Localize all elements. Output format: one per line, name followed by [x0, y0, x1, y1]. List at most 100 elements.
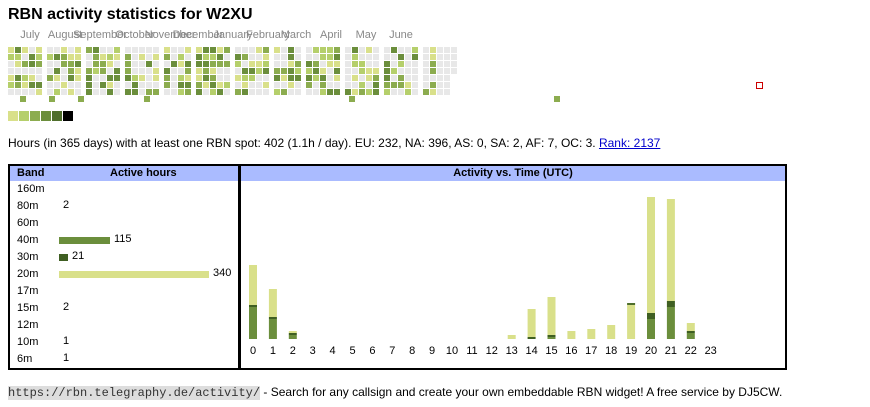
band-hours-value: 2 [63, 301, 70, 313]
band-hours-bar [59, 254, 68, 261]
legend-swatch [41, 111, 51, 121]
day-cell [164, 82, 170, 88]
day-cell [235, 47, 241, 53]
day-cell [178, 54, 184, 60]
day-cell [68, 61, 74, 67]
day-cell [86, 75, 92, 81]
hour-bar-segment [607, 325, 616, 339]
day-cell [75, 75, 81, 81]
band-name: 12m [17, 319, 39, 331]
day-cell [107, 75, 113, 81]
day-cell [54, 54, 60, 60]
day-cell [164, 68, 170, 74]
day-cell [125, 61, 131, 67]
day-cell [554, 96, 560, 102]
summary-text: Hours (in 365 days) with at least one RB… [8, 136, 596, 150]
day-cell [412, 68, 418, 74]
hour-tick-label: 22 [685, 345, 697, 357]
hour-bar-segment [249, 305, 257, 307]
day-cell [224, 89, 230, 95]
day-cell [15, 61, 21, 67]
day-cell [171, 61, 177, 67]
day-cell [22, 82, 28, 88]
band-row: 10m 1 [10, 334, 238, 351]
day-cell [306, 61, 312, 67]
day-cell [313, 75, 319, 81]
day-cell [274, 82, 280, 88]
day-cell [412, 82, 418, 88]
day-cell [22, 68, 28, 74]
hour-bar-segment [686, 333, 695, 339]
day-cell [352, 75, 358, 81]
day-cell [384, 54, 390, 60]
day-cell [345, 82, 351, 88]
day-cell [256, 89, 262, 95]
hour-bar-segment [686, 323, 695, 331]
day-cell [153, 68, 159, 74]
hour-tick-label: 18 [605, 345, 617, 357]
day-cell [437, 68, 443, 74]
band-name: 40m [17, 234, 39, 246]
day-cell [256, 54, 262, 60]
day-cell [256, 61, 262, 67]
day-cell [256, 47, 262, 53]
band-name: 6m [17, 353, 33, 365]
day-cell [306, 89, 312, 95]
day-cell [196, 54, 202, 60]
day-cell [153, 89, 159, 95]
day-cell [164, 75, 170, 81]
day-cell [405, 82, 411, 88]
day-cell [217, 61, 223, 67]
hour-bar-segment [567, 331, 576, 339]
day-cell [86, 68, 92, 74]
day-cell [373, 68, 379, 74]
hour-tick-label: 3 [310, 345, 316, 357]
day-cell [288, 75, 294, 81]
day-cell [8, 61, 14, 67]
day-cell [437, 47, 443, 53]
day-cell [185, 89, 191, 95]
day-cell [423, 68, 429, 74]
day-cell [203, 89, 209, 95]
day-cell [29, 61, 35, 67]
day-cell [391, 47, 397, 53]
day-cell [274, 47, 280, 53]
footer-url[interactable]: https://rbn.telegraphy.de/activity/ [8, 386, 261, 400]
day-cell [444, 61, 450, 67]
hour-bar-segment [507, 335, 516, 339]
day-cell [93, 68, 99, 74]
day-cell [451, 68, 457, 74]
band-column-header: Band [17, 167, 45, 179]
day-cell [444, 68, 450, 74]
day-cell [242, 61, 248, 67]
day-cell [22, 61, 28, 67]
day-cell [334, 61, 340, 67]
day-cell [107, 54, 113, 60]
day-cell [334, 75, 340, 81]
day-cell [139, 47, 145, 53]
day-cell [398, 47, 404, 53]
day-cell [171, 68, 177, 74]
day-cell [373, 47, 379, 53]
day-cell [359, 75, 365, 81]
day-cell [49, 96, 55, 102]
day-cell [430, 61, 436, 67]
day-cell [54, 47, 60, 53]
day-cell [114, 47, 120, 53]
summary-line: Hours (in 365 days) with at least one RB… [8, 136, 660, 150]
day-cell [86, 47, 92, 53]
hour-bar-segment [268, 289, 277, 317]
day-cell [93, 61, 99, 67]
month-label: April [320, 29, 342, 41]
band-table: Band Active hours 160m 80m 2 60m 40m 115 30m 21… [8, 164, 240, 370]
day-cell [146, 47, 152, 53]
day-cell [366, 75, 372, 81]
day-cell [107, 47, 113, 53]
day-cell [22, 47, 28, 53]
day-cell [274, 68, 280, 74]
day-cell [274, 54, 280, 60]
day-cell [405, 68, 411, 74]
day-cell [61, 47, 67, 53]
band-row: 40m 115 [10, 232, 238, 249]
rank-link[interactable]: Rank: 2137 [598, 136, 661, 150]
